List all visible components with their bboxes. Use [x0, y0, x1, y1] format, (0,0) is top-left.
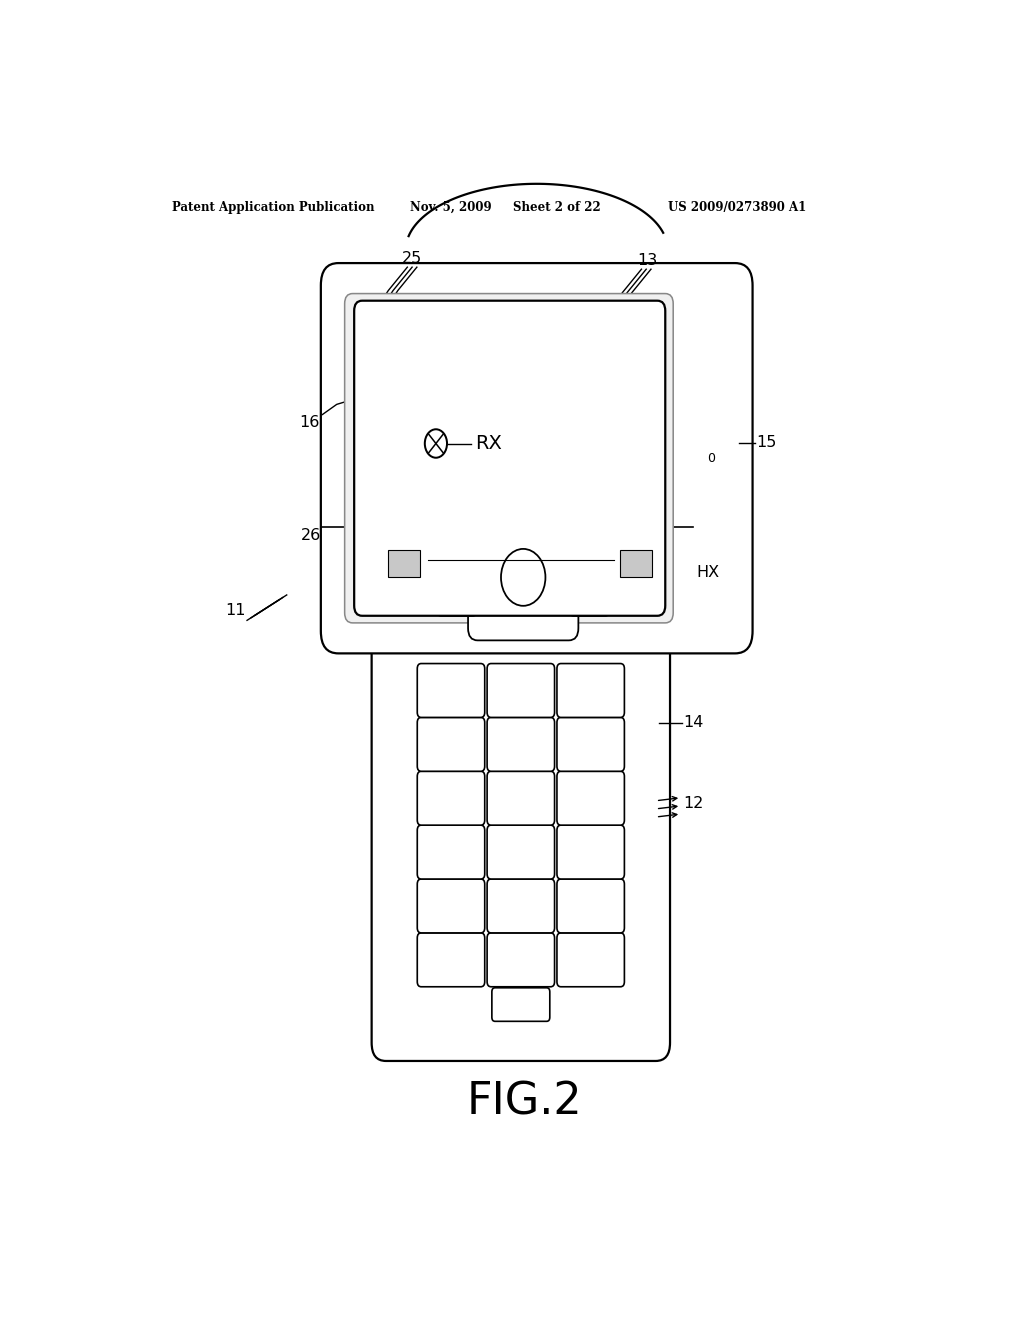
- FancyBboxPatch shape: [354, 301, 666, 615]
- Circle shape: [425, 429, 447, 458]
- Text: 0: 0: [708, 451, 716, 465]
- FancyBboxPatch shape: [570, 569, 608, 616]
- Text: Nov. 5, 2009: Nov. 5, 2009: [410, 201, 492, 214]
- Text: 16: 16: [300, 416, 321, 430]
- Bar: [388, 550, 420, 577]
- Text: US 2009/0273890 A1: US 2009/0273890 A1: [668, 201, 806, 214]
- Bar: [613, 540, 659, 581]
- Text: HX: HX: [696, 565, 719, 581]
- FancyBboxPatch shape: [438, 524, 476, 572]
- FancyBboxPatch shape: [557, 771, 625, 825]
- FancyBboxPatch shape: [557, 718, 625, 771]
- FancyBboxPatch shape: [557, 879, 625, 933]
- Bar: [620, 550, 651, 577]
- Text: 12: 12: [684, 796, 703, 812]
- FancyBboxPatch shape: [487, 718, 555, 771]
- Text: Sheet 2 of 22: Sheet 2 of 22: [513, 201, 601, 214]
- FancyBboxPatch shape: [417, 718, 484, 771]
- FancyBboxPatch shape: [557, 825, 625, 879]
- FancyBboxPatch shape: [417, 771, 484, 825]
- FancyBboxPatch shape: [417, 825, 484, 879]
- FancyBboxPatch shape: [468, 515, 579, 640]
- Circle shape: [501, 549, 546, 606]
- FancyBboxPatch shape: [487, 771, 555, 825]
- Text: 15: 15: [757, 436, 777, 450]
- Bar: [386, 532, 655, 589]
- FancyBboxPatch shape: [372, 470, 670, 1061]
- FancyBboxPatch shape: [487, 933, 555, 987]
- FancyBboxPatch shape: [487, 879, 555, 933]
- FancyBboxPatch shape: [487, 664, 555, 718]
- FancyBboxPatch shape: [345, 293, 673, 623]
- FancyBboxPatch shape: [570, 524, 608, 572]
- Text: RX: RX: [475, 434, 502, 453]
- Text: 26: 26: [301, 528, 321, 543]
- FancyBboxPatch shape: [417, 933, 484, 987]
- Text: 25: 25: [402, 251, 422, 265]
- FancyBboxPatch shape: [492, 987, 550, 1022]
- FancyBboxPatch shape: [417, 664, 484, 718]
- FancyBboxPatch shape: [487, 825, 555, 879]
- FancyBboxPatch shape: [557, 933, 625, 987]
- Text: FIG.2: FIG.2: [467, 1080, 583, 1123]
- FancyBboxPatch shape: [417, 879, 484, 933]
- Text: Patent Application Publication: Patent Application Publication: [172, 201, 374, 214]
- FancyBboxPatch shape: [438, 569, 476, 616]
- Text: 14: 14: [684, 715, 703, 730]
- Bar: [382, 540, 428, 581]
- Text: 13: 13: [638, 252, 658, 268]
- FancyBboxPatch shape: [557, 664, 625, 718]
- Text: 11: 11: [225, 603, 246, 618]
- FancyBboxPatch shape: [321, 263, 753, 653]
